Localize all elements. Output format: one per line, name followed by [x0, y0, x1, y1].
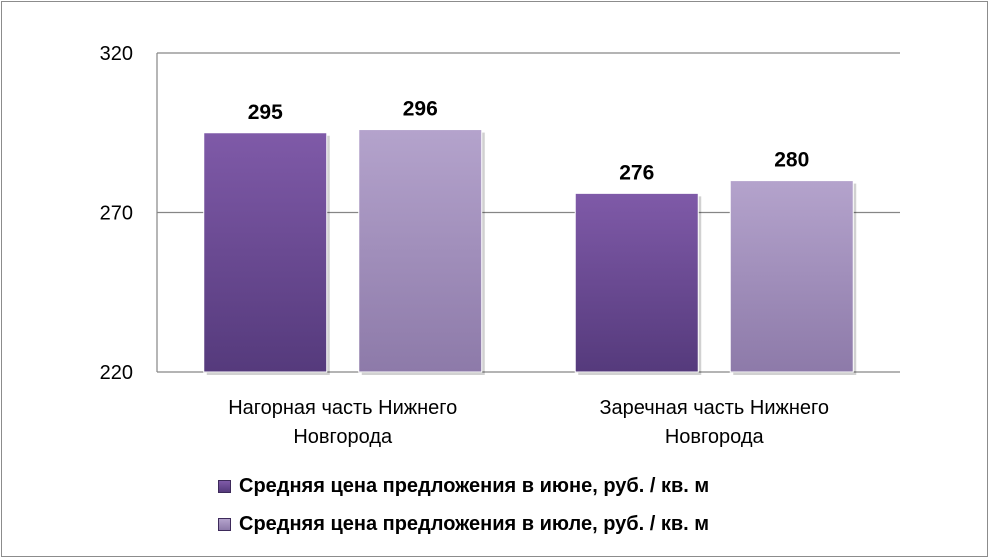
legend-label-july: Средняя цена предложения в июле, руб. / …: [239, 512, 710, 535]
legend-swatch-july: [218, 517, 231, 531]
data-labels: 295 296 276 280: [248, 98, 810, 185]
bar: [203, 132, 328, 373]
bars: [203, 129, 857, 375]
x-category-label: Нагорная часть Нижнего: [228, 397, 457, 419]
x-category-label: Новгорода: [293, 426, 393, 448]
y-tick-label: 320: [100, 43, 133, 65]
legend-swatch-june: [218, 479, 231, 493]
y-axis: 220 270 320: [100, 43, 158, 384]
legend-item-june: Средняя цена предложения в июне, руб. / …: [218, 468, 709, 504]
bar: [358, 129, 483, 373]
data-label: 280: [774, 149, 809, 172]
y-tick-label: 220: [100, 362, 133, 384]
x-category-label: Заречная часть Нижнего: [599, 397, 829, 419]
bar: [574, 192, 699, 373]
data-label: 295: [248, 101, 283, 124]
legend-item-july: Средняя цена предложения в июле, руб. / …: [218, 506, 709, 542]
x-category-label: Новгорода: [665, 426, 765, 448]
bar: [729, 180, 854, 373]
data-label: 296: [403, 98, 438, 121]
y-tick-label: 270: [100, 203, 133, 225]
legend: Средняя цена предложения в июне, руб. / …: [218, 468, 709, 544]
data-label: 276: [619, 161, 654, 184]
x-axis: Нагорная часть Нижнего Новгорода Заречная …: [228, 397, 829, 448]
legend-label-june: Средняя цена предложения в июне, руб. / …: [239, 474, 710, 497]
